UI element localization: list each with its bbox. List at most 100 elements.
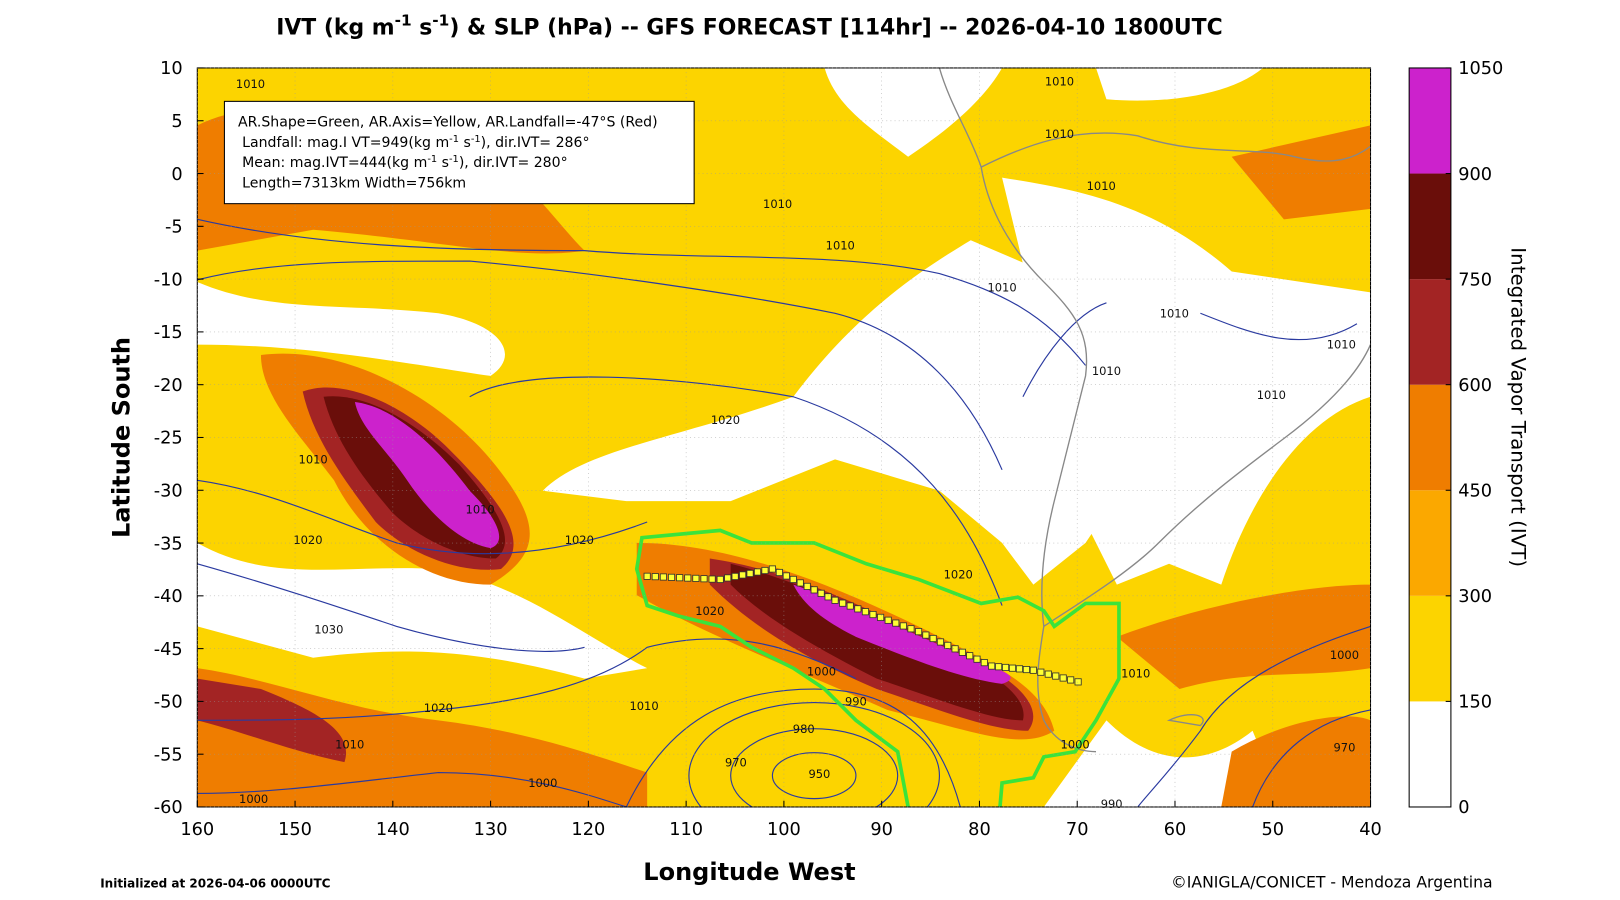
y-tick-label: -10 (154, 270, 183, 290)
x-axis-label: Longitude West (643, 858, 855, 886)
axis-point (651, 573, 659, 581)
text-part: s (412, 16, 433, 41)
text-part: ), dir.IVT= 286° (481, 135, 590, 151)
isobar-label: 1010 (236, 77, 265, 91)
x-tick-label: 90 (870, 820, 893, 840)
y-tick-label: -40 (154, 587, 183, 607)
x-tick-label: 120 (571, 820, 605, 840)
axis-point (700, 575, 708, 583)
isobar-label: 1000 (807, 664, 836, 678)
axis-point (1067, 676, 1075, 684)
info-line: Landfall: mag.I VT=949(kg m-1 s-1), dir.… (242, 133, 589, 151)
axis-point (944, 641, 952, 649)
colorbar-tick-label: 750 (1458, 270, 1492, 290)
text-part: AR.Shape=Green, AR.Axis=Yellow, AR.Landf… (238, 114, 658, 130)
axis-point (643, 572, 651, 580)
text-part: ), dir.IVT= 280° (459, 155, 568, 171)
isobar-label: 1020 (293, 533, 322, 547)
colorbar-segment (1409, 490, 1451, 596)
grid: 160 150 140 130 120 110 100 90 80 70 60 50 401050-5-… (154, 59, 1382, 840)
axis-point (915, 628, 923, 636)
map-title: IVT (kg m-1 s-1) & SLP (hPa) -- GFS FORE… (276, 12, 1222, 41)
colorbar-tick-label: 450 (1458, 482, 1492, 502)
isobar-label: 1010 (763, 197, 792, 211)
axis-point (907, 625, 915, 633)
isobar-label: 990 (1101, 797, 1123, 811)
axis-point (854, 605, 862, 613)
info-line: Mean: mag.IVT=444(kg m-1 s-1), dir.IVT= … (242, 154, 567, 172)
isobar-label: 1020 (711, 413, 740, 427)
x-tick-label: 60 (1164, 820, 1187, 840)
y-tick-label: 0 (171, 165, 182, 185)
axis-point (739, 571, 747, 579)
superscript: -1 (395, 12, 412, 30)
axis-point (768, 565, 776, 573)
x-tick-label: 50 (1261, 820, 1284, 840)
x-tick-label: 70 (1066, 820, 1089, 840)
x-tick-label: 40 (1359, 820, 1382, 840)
axis-point (708, 575, 716, 583)
axis-point (1015, 665, 1024, 673)
axis-point (973, 655, 981, 663)
isobar-label: 1010 (335, 738, 364, 752)
axis-point (988, 662, 996, 670)
isobar-label: 1010 (987, 280, 1016, 294)
info-line: Length=7313km Width=756km (242, 175, 466, 191)
isobar-label: 1020 (565, 533, 594, 547)
axis-point (929, 634, 937, 643)
axis-point (936, 638, 945, 646)
axis-point (803, 582, 811, 590)
x-tick-label: 100 (767, 820, 801, 840)
text-part: ) & SLP (hPa) -- GFS FORECAST [114hr] --… (449, 16, 1222, 41)
x-tick-label: 80 (968, 820, 991, 840)
colorbar-tick-label: 1050 (1458, 59, 1503, 79)
info-box: AR.Shape=Green, AR.Axis=Yellow, AR.Landf… (223, 100, 695, 205)
axis-point (1022, 665, 1030, 674)
colorbar: 0 150 300 450 600 750 900 1050 (1408, 59, 1503, 818)
isobar-label: 1010 (1045, 127, 1074, 141)
colorbar-tick-label: 900 (1458, 165, 1492, 185)
axis-point (1074, 678, 1082, 686)
axis-point (958, 648, 966, 656)
colorbar-segment (1409, 384, 1451, 491)
isobar-label: 1010 (1121, 667, 1150, 681)
axis-point (824, 593, 832, 601)
axis-point (731, 572, 739, 580)
axis-point (716, 575, 724, 583)
axis-point (810, 586, 818, 594)
axis-point (869, 610, 877, 619)
axis-point (899, 622, 907, 630)
axis-point (839, 599, 847, 607)
isobar-label: 1010 (1045, 75, 1074, 89)
y-tick-label: -25 (154, 429, 183, 449)
ar-axis (643, 565, 1082, 686)
axis-point (1059, 674, 1067, 682)
text-part: Landfall: mag.I VT=949(kg m (242, 135, 449, 151)
axis-point (684, 574, 692, 582)
text-part: Length=7313km Width=756km (242, 175, 466, 191)
y-tick-label: -15 (154, 323, 183, 343)
isobar-label: 1000 (1061, 738, 1090, 752)
colorbar-frame (1408, 67, 1452, 808)
y-tick-label: -30 (154, 482, 183, 502)
superscript: -1 (427, 154, 437, 165)
isobar-label: 1010 (466, 503, 495, 517)
axis-point (861, 608, 869, 616)
y-axis-label: Latitude South (107, 337, 135, 538)
x-tick-label: 150 (278, 820, 312, 840)
axis-point (1008, 664, 1017, 672)
x-tick-label: 130 (474, 820, 508, 840)
x-tick-label: 140 (376, 820, 410, 840)
isobar-label: 1010 (1087, 179, 1116, 193)
axis-point (817, 589, 825, 597)
axis-point (831, 596, 839, 604)
isobar-label: 1010 (1092, 364, 1121, 378)
axis-point (761, 566, 769, 575)
y-tick-label: 10 (160, 59, 183, 79)
isobar-label: 950 (808, 767, 830, 781)
svg-text:AR.Shape=Green, AR.Axis=Yellow: AR.Shape=Green, AR.Axis=Yellow, AR.Landf… (238, 114, 658, 191)
credit: ©IANIGLA/CONICET - Mendoza Argentina (1171, 872, 1493, 891)
axis-point (846, 602, 854, 610)
axis-point (789, 575, 797, 583)
